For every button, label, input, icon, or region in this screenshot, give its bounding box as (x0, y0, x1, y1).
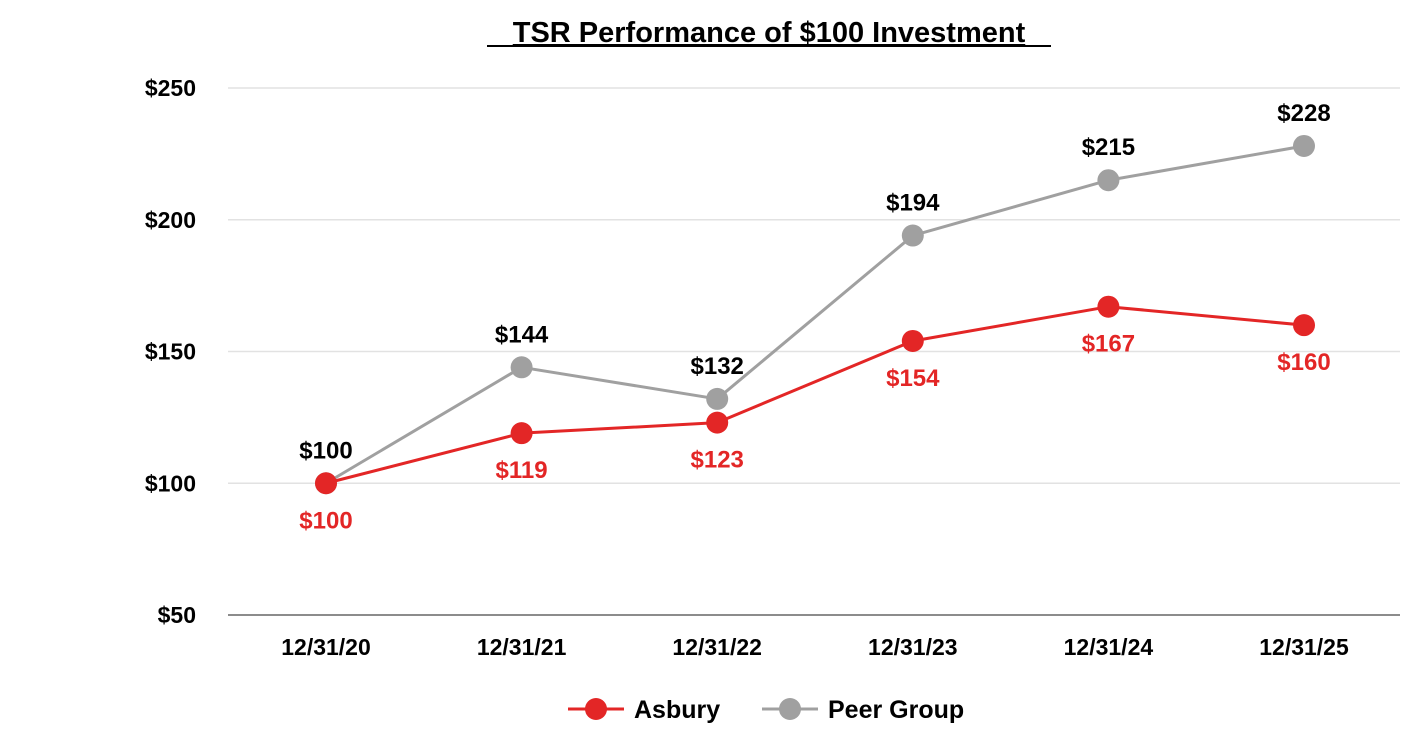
y-tick-label: $200 (145, 207, 196, 233)
peer-group-data-label: $100 (299, 437, 352, 464)
asbury-point (315, 472, 337, 495)
asbury-data-label: $119 (496, 457, 548, 484)
peer-group-legend-marker (779, 698, 801, 720)
peer-group-data-label: $132 (691, 353, 744, 380)
asbury-point (510, 422, 533, 445)
peer-group-point (706, 387, 729, 410)
asbury-legend-label: Asbury (634, 696, 720, 724)
peer-group-point (1097, 169, 1120, 192)
y-tick-label: $150 (145, 339, 196, 365)
legend: Asbury Peer Group (568, 696, 964, 724)
peer-group-data-label: $144 (495, 321, 549, 348)
x-tick-label: 12/31/22 (672, 634, 762, 660)
x-tick-label: 12/31/24 (1064, 634, 1154, 660)
asbury-point (1293, 314, 1315, 337)
peer-group-data-label: $228 (1277, 100, 1330, 127)
peer-group-point (1293, 134, 1315, 157)
peer-group-point (901, 224, 924, 247)
x-tick-label: 12/31/25 (1259, 634, 1349, 660)
y-tick-label: $100 (145, 470, 196, 496)
peer-group-legend-label: Peer Group (828, 696, 964, 724)
x-tick-label: 12/31/20 (281, 634, 371, 660)
y-tick-label: $50 (158, 602, 196, 628)
asbury-data-label: $160 (1277, 349, 1330, 376)
asbury-data-label: $123 (691, 447, 744, 474)
asbury-data-label: $167 (1082, 331, 1135, 358)
x-tick-label: 12/31/21 (477, 634, 567, 660)
series-lines (315, 134, 1315, 495)
peer-group-series-line (325, 144, 1305, 485)
asbury-point (1097, 295, 1120, 318)
peer-group-data-label: $194 (886, 190, 940, 217)
asbury-data-label: $100 (299, 507, 352, 534)
peer-group-data-label: $215 (1082, 134, 1135, 161)
x-tick-label: 12/31/23 (868, 634, 958, 660)
data-labels: $100 $144 $132 $194 $215 $228 $100 $119 $123 $154… (299, 100, 1330, 534)
asbury-point (706, 411, 729, 434)
asbury-data-label: $154 (886, 365, 940, 392)
y-axis-ticks: $50 $100 $150 $200 $250 (145, 75, 196, 628)
asbury-point (901, 329, 924, 352)
peer-group-point (510, 356, 533, 379)
chart-title: TSR Performance of $100 Investment (513, 17, 1026, 49)
gridlines (228, 87, 1400, 616)
x-axis-ticks: 12/31/20 12/31/21 12/31/22 12/31/23 12/31/24… (281, 634, 1349, 660)
y-tick-label: $250 (145, 75, 196, 101)
asbury-legend-marker (585, 698, 607, 720)
asbury-series-line (325, 305, 1305, 485)
